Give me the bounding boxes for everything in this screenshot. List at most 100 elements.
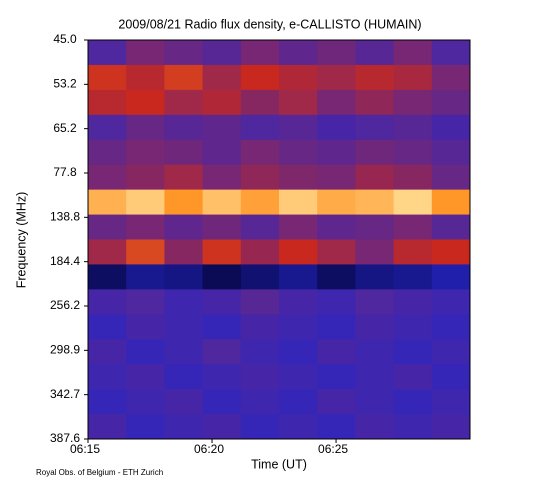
heatmap-cell [126,389,165,415]
heatmap-cell [393,414,433,440]
heatmap-cell [88,214,127,240]
heatmap-cell [164,264,204,290]
heatmap-cell [279,164,318,191]
heatmap-cell [164,164,204,191]
heatmap-cell [393,139,433,166]
heatmap-cell [431,339,471,365]
heatmap-cell [88,139,127,166]
heatmap-cell [393,314,433,340]
heatmap-cell [88,364,127,390]
heatmap-cell [393,264,433,290]
x-tick-label: 06:15 [70,442,100,456]
heatmap-cell [164,289,204,315]
heatmap-cell [431,289,471,315]
heatmap-cell [164,114,204,141]
heatmap-cell [355,139,395,166]
heatmap-cell [279,239,318,265]
chart-title: 2009/08/21 Radio flux density, e-CALLIST… [118,17,421,31]
heatmap-cell [164,314,204,340]
heatmap-cell [202,139,242,166]
heatmap-cell [126,414,165,440]
heatmap-cell [431,64,471,91]
heatmap-cell [431,139,471,166]
y-tick-label: 342.7 [50,387,80,401]
heatmap-cell [202,289,242,315]
heatmap-cell [355,339,395,365]
heatmap-cell [393,239,433,265]
heatmap-cell [202,364,242,390]
heatmap-cell [126,89,165,116]
heatmap-cell [393,164,433,191]
heatmap-cell [279,214,318,240]
heatmap-cell [164,139,204,166]
heatmap-cell [240,214,280,240]
heatmap-cell [88,239,127,265]
heatmap-cell [240,339,280,365]
heatmap-cell [431,239,471,265]
heatmap-cell [240,114,280,141]
heatmap-cell [279,414,318,440]
heatmap-cell [431,414,471,440]
heatmap-cell [88,389,127,415]
heatmap-cell [355,289,395,315]
heatmap-cell [88,164,127,191]
heatmap-cell [126,189,165,216]
heatmap-cell [279,339,318,365]
heatmap-cell [393,389,433,415]
heatmap-cell [202,164,242,191]
heatmap-cell [164,89,204,116]
heatmap-cell [202,389,242,415]
heatmap-cell [355,389,395,415]
heatmap-cell [393,89,433,116]
heatmap-cell [202,239,242,265]
heatmap-cell [164,214,204,240]
x-tick-label: 06:25 [318,442,348,456]
heatmap-cell [88,114,127,141]
heatmap-cell [279,114,318,141]
heatmap-cell [317,164,356,191]
heatmap-cell [355,164,395,191]
heatmap-cell [202,214,242,240]
heatmap-cell [164,389,204,415]
heatmap-cell [240,89,280,116]
heatmap-cell [393,289,433,315]
heatmap-cell [279,314,318,340]
y-tick-label: 65.2 [53,121,77,135]
heatmap-cell [431,89,471,116]
heatmap-cell [279,189,318,216]
heatmap-cell [279,364,318,390]
heatmap-cell [279,64,318,91]
y-tick-label: 77.8 [53,165,77,179]
heatmap-cell [317,364,356,390]
heatmap-cell [88,264,127,290]
heatmap-cell [393,64,433,91]
y-axis-label: Frequency (MHz) [14,192,28,289]
heatmap-cell [88,339,127,365]
heatmap-cell [126,364,165,390]
heatmap-cell [355,189,395,216]
heatmap-cell [393,40,433,66]
heatmap-cell [393,114,433,141]
heatmap-cell [240,239,280,265]
heatmap-cell [126,139,165,166]
heatmap-cell [317,139,356,166]
heatmap-cell [202,264,242,290]
heatmap-cell [317,89,356,116]
y-tick-label: 53.2 [53,77,77,91]
heatmap-cell [317,64,356,91]
heatmap-cell [88,64,127,91]
heatmap-cell [317,214,356,240]
heatmap-cell [164,64,204,91]
x-tick-label: 06:20 [194,442,224,456]
heatmap-cell [317,414,356,440]
heatmap-cell [88,189,127,216]
heatmap-cell [240,189,280,216]
heatmap-cell [279,139,318,166]
heatmap-cell [164,239,204,265]
x-axis-label: Time (UT) [251,457,307,471]
heatmap-cell [355,414,395,440]
heatmap-cell [355,239,395,265]
heatmap-cell [240,139,280,166]
heatmap-cell [317,189,356,216]
